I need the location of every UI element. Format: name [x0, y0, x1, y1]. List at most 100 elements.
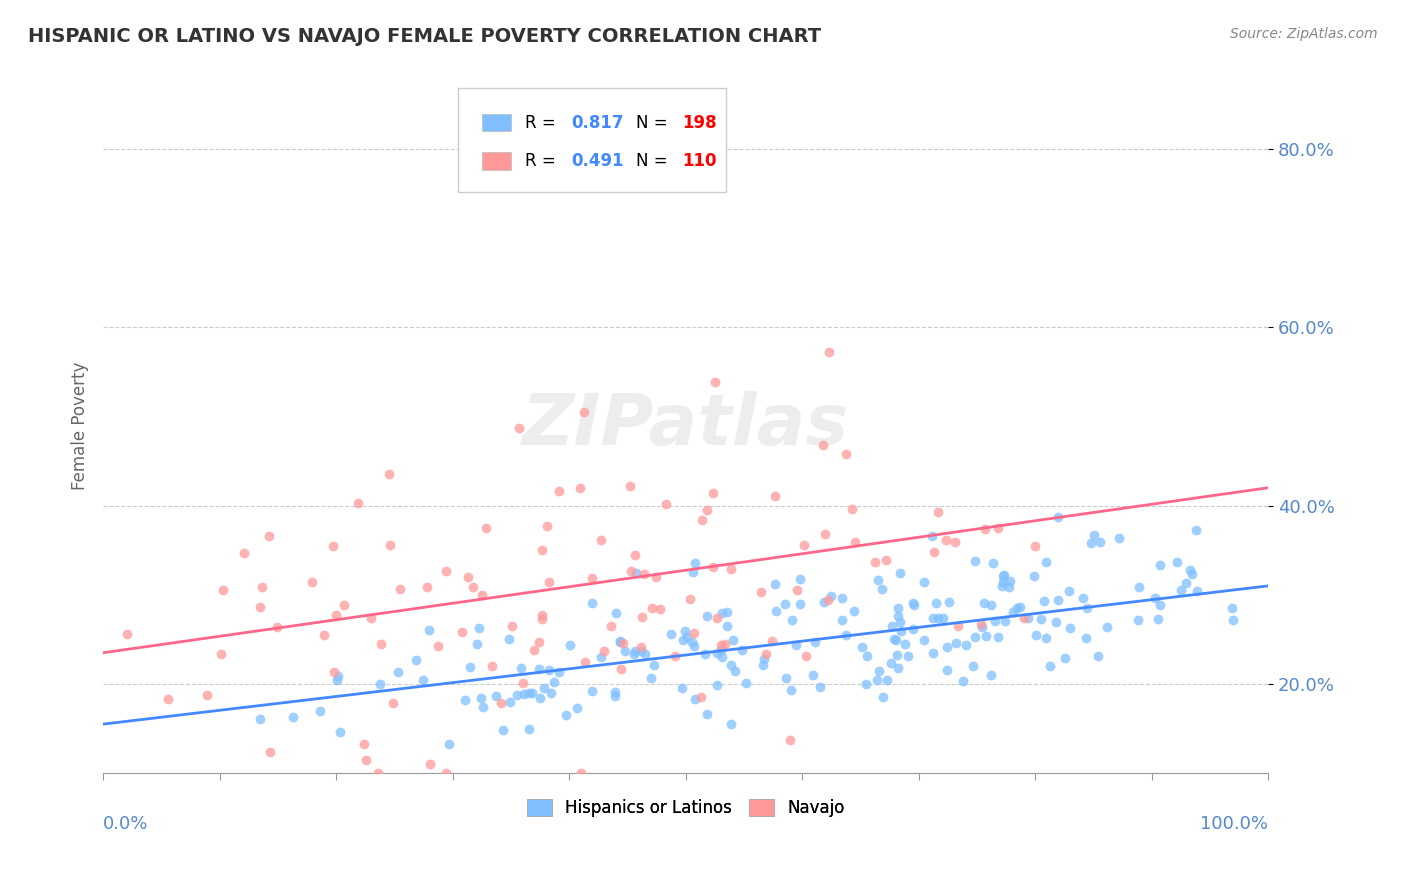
Point — [529, 691, 551, 706]
Point — [568, 481, 591, 495]
Point — [922, 646, 945, 660]
Point — [962, 659, 984, 673]
Point — [1035, 632, 1057, 646]
Point — [530, 612, 553, 626]
Point — [887, 601, 910, 615]
Text: N =: N = — [636, 113, 672, 132]
Point — [682, 565, 704, 579]
Point — [519, 686, 541, 700]
Point — [322, 539, 344, 553]
Point — [970, 620, 993, 634]
Point — [405, 653, 427, 667]
Point — [323, 665, 346, 680]
Point — [309, 704, 332, 718]
Point — [897, 648, 920, 663]
Point — [714, 637, 737, 651]
Point — [1087, 649, 1109, 664]
Point — [690, 690, 713, 704]
Point — [489, 696, 512, 710]
Point — [419, 756, 441, 771]
Point — [569, 766, 592, 780]
Point — [720, 658, 742, 673]
Point — [866, 673, 889, 688]
Point — [974, 629, 997, 643]
Point — [614, 644, 637, 658]
Point — [505, 689, 527, 703]
Point — [232, 546, 254, 560]
Point — [465, 637, 488, 651]
Point — [943, 535, 966, 549]
Point — [785, 638, 807, 652]
Point — [437, 737, 460, 751]
Point — [655, 497, 678, 511]
Point — [786, 583, 808, 598]
Point — [624, 566, 647, 581]
Point — [157, 691, 180, 706]
Point — [645, 570, 668, 584]
Point — [1097, 620, 1119, 634]
Point — [508, 421, 530, 435]
Point — [529, 635, 551, 649]
Point — [1012, 611, 1035, 625]
Point — [1053, 651, 1076, 665]
Point — [683, 640, 706, 654]
Point — [835, 447, 858, 461]
Text: N =: N = — [636, 152, 672, 170]
Point — [903, 622, 925, 636]
Point — [1149, 558, 1171, 573]
Point — [903, 599, 925, 613]
Point — [803, 634, 825, 648]
Text: Source: ZipAtlas.com: Source: ZipAtlas.com — [1230, 27, 1378, 41]
Point — [603, 690, 626, 704]
Point — [475, 521, 498, 535]
Point — [523, 643, 546, 657]
Point — [706, 611, 728, 625]
Point — [779, 683, 801, 698]
Point — [1071, 591, 1094, 605]
Point — [643, 658, 665, 673]
Text: ZIPatlas: ZIPatlas — [522, 391, 849, 459]
Point — [463, 580, 485, 594]
Point — [312, 628, 335, 642]
Point — [970, 617, 993, 632]
Point — [841, 502, 863, 516]
Point — [901, 596, 924, 610]
Point — [619, 479, 641, 493]
Point — [574, 655, 596, 669]
Point — [998, 580, 1021, 594]
Point — [1047, 593, 1070, 607]
Point — [501, 619, 523, 633]
Point — [952, 674, 974, 689]
Point — [696, 706, 718, 721]
Point — [1185, 584, 1208, 599]
Point — [1045, 615, 1067, 629]
Point — [1076, 601, 1098, 615]
Point — [683, 691, 706, 706]
Point — [993, 575, 1015, 590]
Point — [1178, 563, 1201, 577]
Point — [555, 707, 578, 722]
Text: 0.0%: 0.0% — [103, 815, 149, 833]
Point — [706, 678, 728, 692]
Point — [333, 598, 356, 612]
Point — [329, 724, 352, 739]
Point — [472, 699, 495, 714]
Point — [468, 621, 491, 635]
Point — [696, 503, 718, 517]
Point — [531, 543, 554, 558]
Point — [922, 545, 945, 559]
Point — [612, 636, 634, 650]
Point — [1149, 599, 1171, 613]
Point — [538, 575, 561, 590]
Point — [981, 557, 1004, 571]
Point — [1046, 510, 1069, 524]
Point — [426, 639, 449, 653]
Point — [581, 571, 603, 585]
Point — [702, 559, 724, 574]
Point — [1008, 600, 1031, 615]
Point — [605, 606, 627, 620]
Point — [458, 660, 481, 674]
Point — [630, 610, 652, 624]
Point — [755, 647, 778, 661]
Point — [676, 630, 699, 644]
